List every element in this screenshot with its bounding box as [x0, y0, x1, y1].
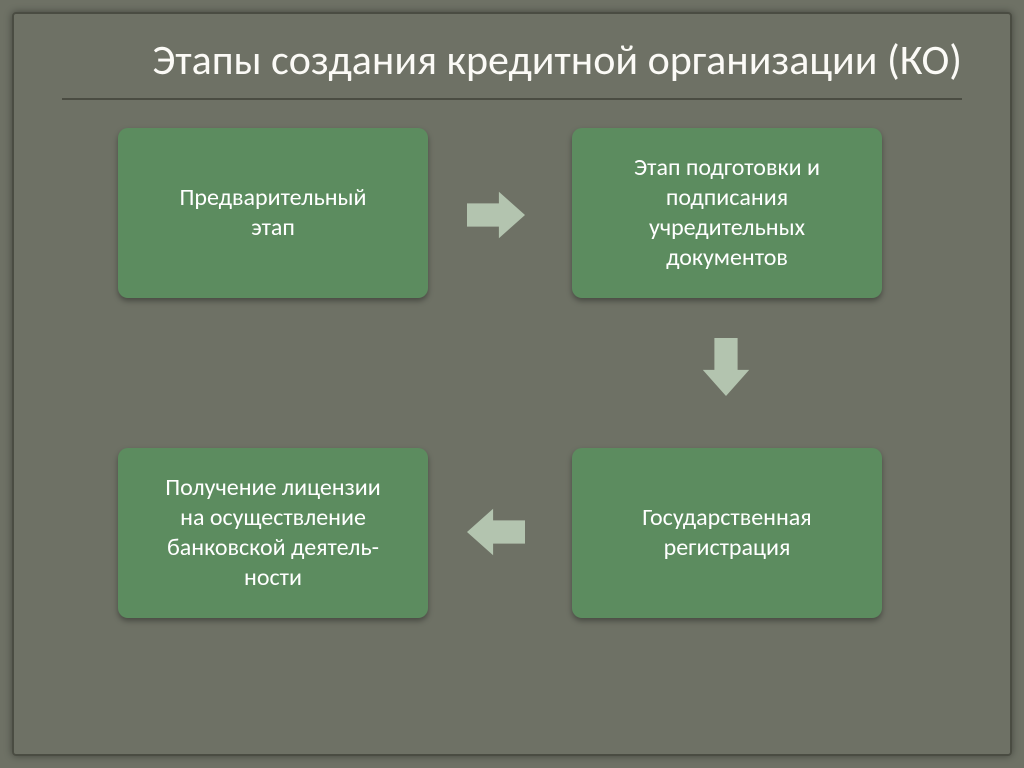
flow-node-n1: Предварительныйэтап [118, 128, 428, 298]
flow-arrow-n3-n4 [467, 503, 525, 561]
flow-arrow-n1-n2 [467, 186, 525, 244]
flow-arrow-n2-n3 [697, 338, 755, 396]
title-underline [62, 98, 962, 100]
flow-node-n4: Получение лицензиина осуществлениебанков… [118, 448, 428, 618]
flow-node-n2: Этап подготовки иподписанияучредительных… [572, 128, 882, 298]
flow-diagram: Предварительныйэтап Этап подготовки иподп… [62, 128, 962, 648]
slide-frame: Этапы создания кредитной организации (КО… [12, 12, 1012, 756]
flow-node-n3: Государственнаярегистрация [572, 448, 882, 618]
slide-title: Этапы создания кредитной организации (КО… [62, 36, 962, 86]
